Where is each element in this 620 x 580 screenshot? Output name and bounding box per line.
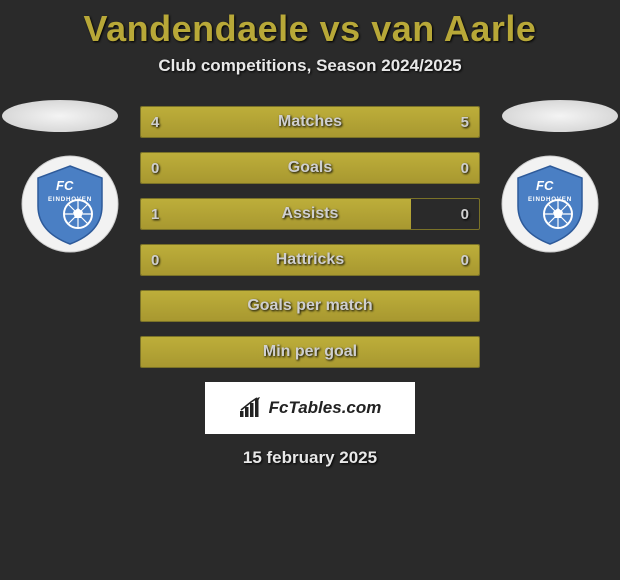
svg-text:FC: FC	[536, 178, 554, 193]
stat-bars: 45Matches 00Goals 10Assists 00Hattricks Goal…	[140, 106, 480, 368]
stat-value-right: 0	[451, 199, 479, 229]
svg-text:EINDHOVEN: EINDHOVEN	[528, 196, 572, 203]
stat-row-matches: 45Matches	[140, 106, 480, 138]
stat-fill-right	[310, 153, 479, 183]
stat-row-goals-per-match: Goals per match	[140, 290, 480, 322]
stat-row-hattricks: 00Hattricks	[140, 244, 480, 276]
stat-fill-left	[141, 199, 411, 229]
chart-icon	[239, 397, 263, 419]
svg-text:EINDHOVEN: EINDHOVEN	[48, 196, 92, 203]
team-badge-left: FC EINDHOVEN	[20, 154, 120, 254]
subtitle: Club competitions, Season 2024/2025	[0, 56, 620, 76]
team-badge-right: FC EINDHOVEN	[500, 154, 600, 254]
fctables-logo: FcTables.com	[205, 382, 415, 434]
stat-fill-left	[141, 245, 310, 275]
stat-fill-right	[310, 245, 479, 275]
svg-text:FC: FC	[56, 178, 74, 193]
stat-fill-left	[141, 107, 291, 137]
stat-row-assists: 10Assists	[140, 198, 480, 230]
fctables-label: FcTables.com	[269, 398, 382, 418]
date-label: 15 february 2025	[0, 448, 620, 468]
stat-fill-left	[141, 153, 310, 183]
stat-fill-right	[291, 107, 479, 137]
page-title: Vandendaele vs van Aarle	[0, 0, 620, 50]
player-right-ellipse	[502, 100, 618, 132]
stat-row-min-per-goal: Min per goal	[140, 336, 480, 368]
comparison-area: FC EINDHOVEN FC EINDHOVEN 45Matches 00Goa…	[0, 106, 620, 368]
stat-row-goals: 00Goals	[140, 152, 480, 184]
player-left-ellipse	[2, 100, 118, 132]
